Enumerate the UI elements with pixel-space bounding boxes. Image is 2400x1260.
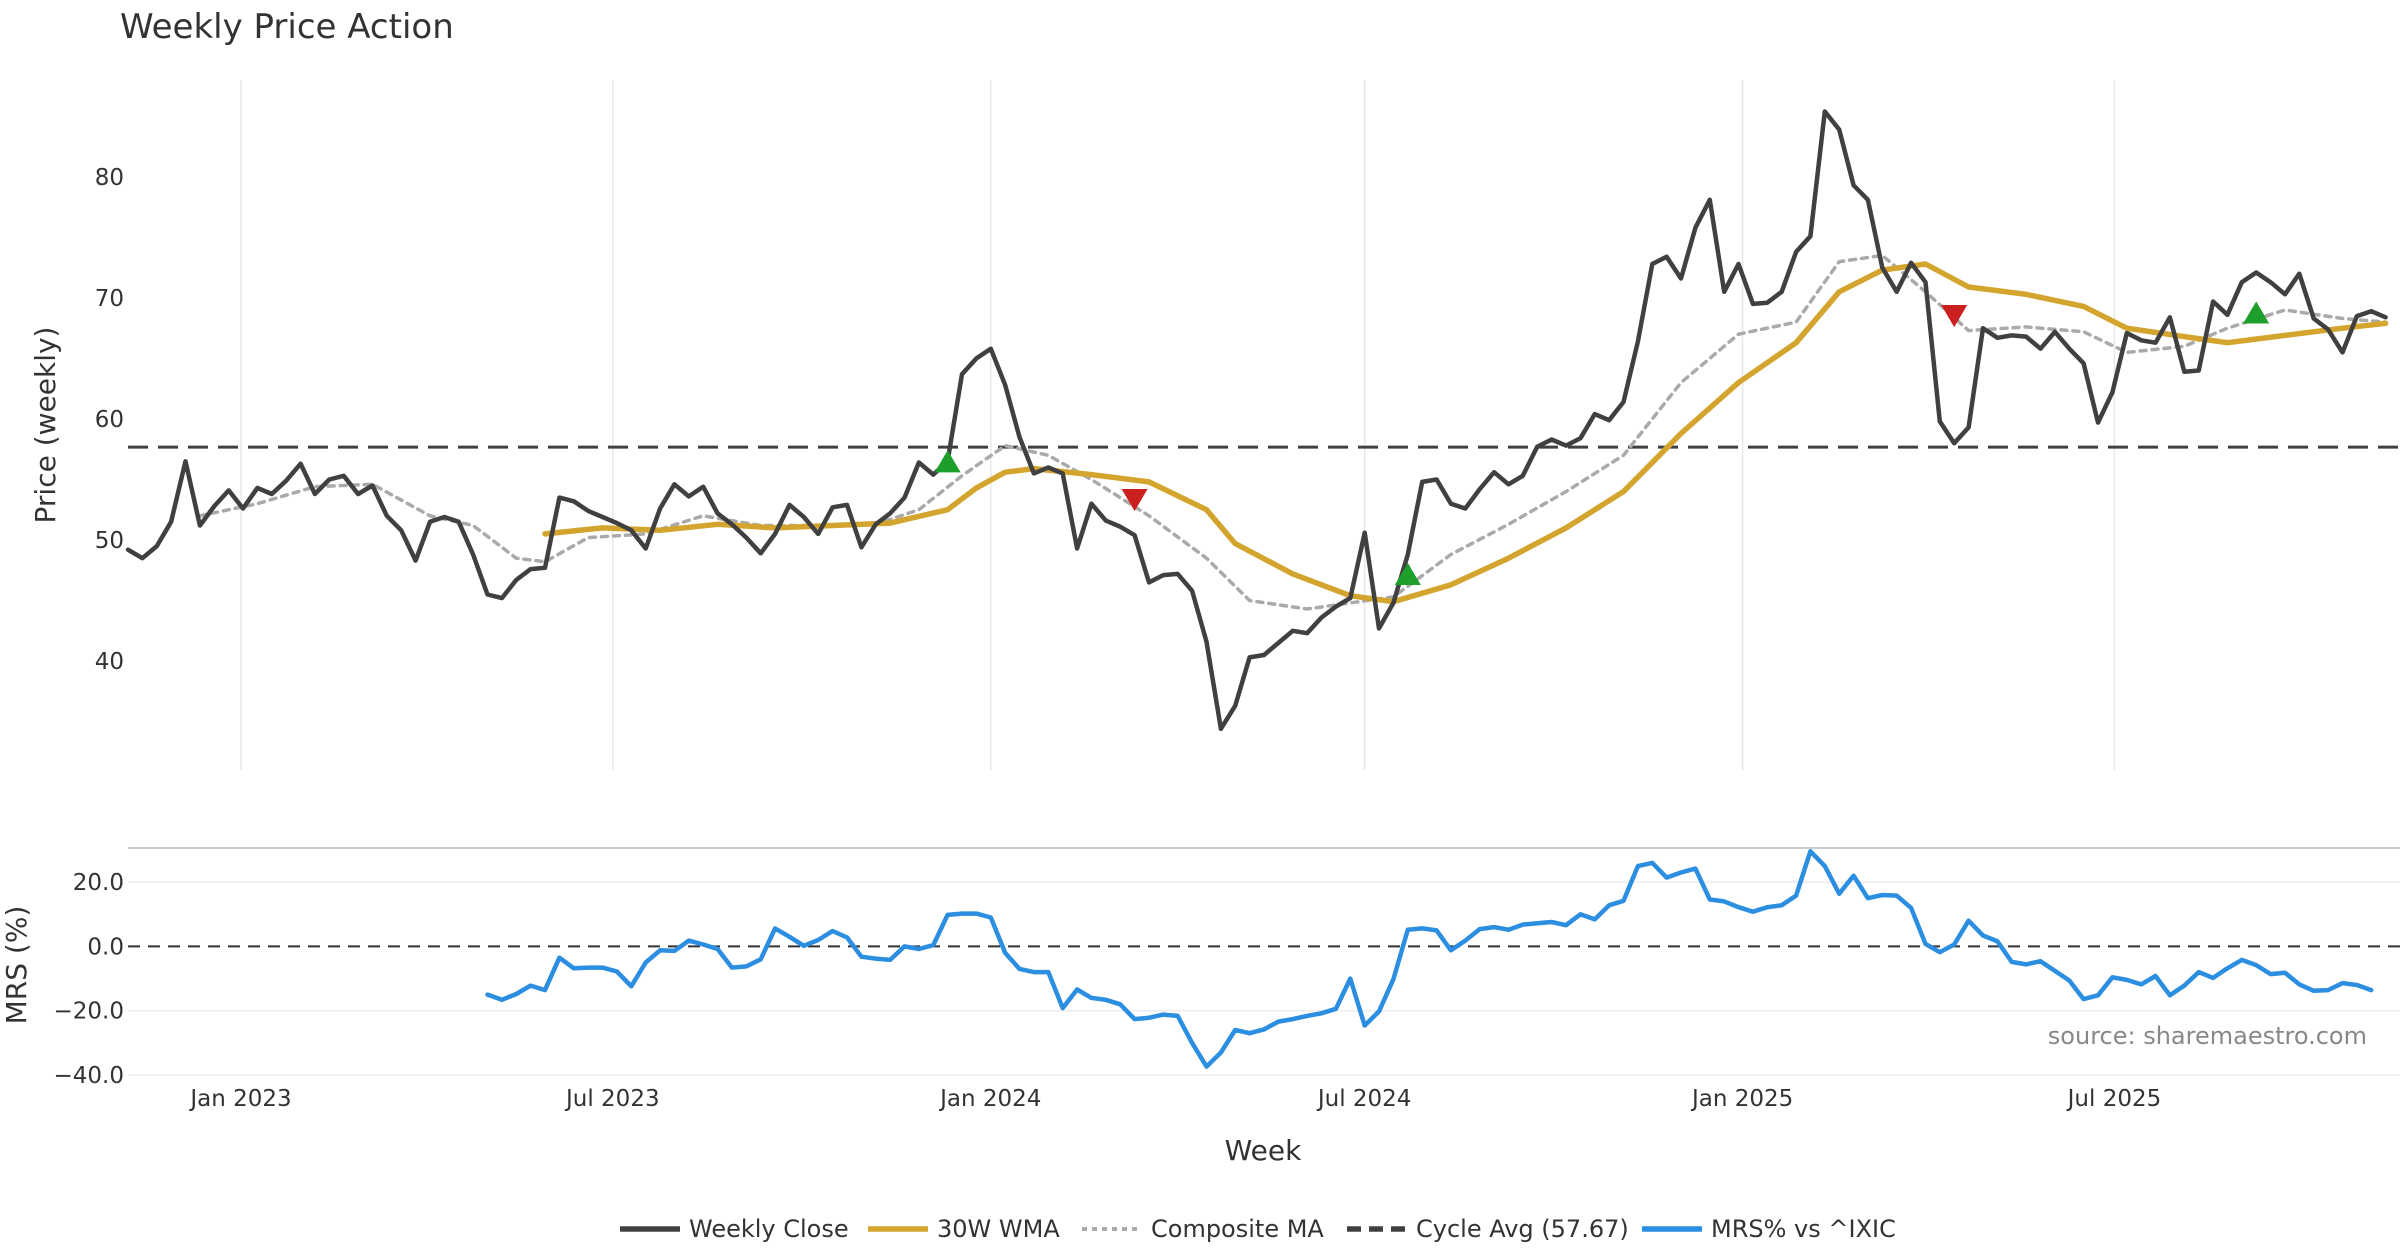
sell-signal-marker xyxy=(1121,489,1148,512)
x-tick-label: Jul 2025 xyxy=(2066,1086,2162,1112)
mrs-y-axis-title: MRS (%) xyxy=(0,906,33,1025)
buy-signal-marker xyxy=(934,450,961,473)
mrs-y-tick-label: 0.0 xyxy=(87,934,124,960)
chart-title: Weekly Price Action xyxy=(120,7,454,47)
price-y-tick-label: 60 xyxy=(95,407,124,433)
buy-signal-marker xyxy=(2243,301,2270,324)
x-tick-label: Jan 2024 xyxy=(938,1086,1041,1112)
x-tick-label: Jul 2024 xyxy=(1316,1086,1412,1112)
price-y-tick-labels: 40 50 60 70 80 xyxy=(95,165,124,675)
legend-label: MRS% vs ^IXIC xyxy=(1711,1215,1896,1243)
price-gridlines xyxy=(240,80,2116,770)
mrs-line xyxy=(485,849,2374,1069)
legend-label: Composite MA xyxy=(1151,1215,1324,1243)
mrs-y-tick-label: −20.0 xyxy=(54,999,124,1025)
legend-label: Weekly Close xyxy=(689,1215,849,1243)
composite-ma-line xyxy=(198,253,2388,611)
price-y-axis-title: Price (weekly) xyxy=(29,327,62,524)
mrs-series xyxy=(485,849,2374,1069)
buy-signal-marker xyxy=(1394,562,1421,585)
x-tick-label: Jan 2025 xyxy=(1690,1086,1793,1112)
source-credit: source: sharemaestro.com xyxy=(2048,1022,2367,1050)
price-y-tick-label: 50 xyxy=(95,528,124,554)
legend: Weekly Close 30W WMA Composite MA Cycle Avg… xyxy=(620,1215,1896,1243)
mrs-gridlines xyxy=(128,881,2400,1076)
weekly-close-line xyxy=(125,109,2388,732)
x-tick-label: Jan 2023 xyxy=(188,1086,291,1112)
x-tick-labels: Jan 2023 Jul 2023 Jan 2024 Jul 2024 Jan 2025… xyxy=(188,1086,2161,1112)
price-series xyxy=(125,109,2389,732)
sell-signal-marker xyxy=(1941,305,1968,328)
signal-markers xyxy=(934,301,2270,585)
30w-wma-line xyxy=(542,261,2389,605)
legend-label: 30W WMA xyxy=(937,1215,1060,1243)
mrs-y-tick-label: 20.0 xyxy=(73,870,124,896)
mrs-y-tick-labels: −40.0 −20.0 0.0 20.0 xyxy=(54,870,124,1089)
price-y-tick-label: 70 xyxy=(95,286,124,312)
price-y-tick-label: 40 xyxy=(95,649,124,675)
x-axis-title: Week xyxy=(1225,1134,1302,1167)
mrs-y-tick-label: −40.0 xyxy=(54,1063,124,1089)
x-tick-label: Jul 2023 xyxy=(564,1086,660,1112)
price-y-tick-label: 80 xyxy=(95,165,124,191)
legend-label: Cycle Avg (57.67) xyxy=(1416,1215,1629,1243)
